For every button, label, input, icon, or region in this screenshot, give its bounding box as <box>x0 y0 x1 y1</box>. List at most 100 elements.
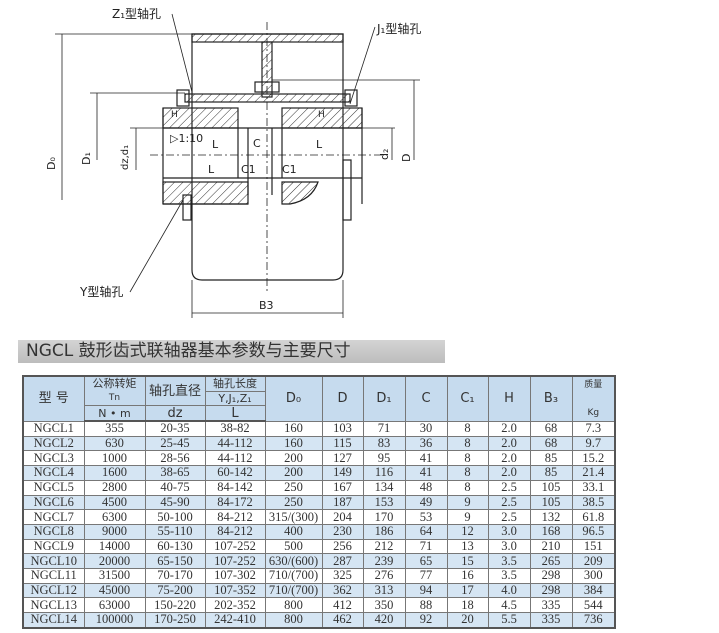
table-row: NGCL4 1600 38-65 60-142 200 149 116 41 8 2.0 85 21.… <box>22 465 616 481</box>
table-cell: NGCL1 <box>22 420 85 437</box>
header-bore-length: 轴孔长度 <box>204 375 266 392</box>
right-seal <box>344 89 358 107</box>
table-cell: 204 <box>321 509 364 525</box>
table-cell: 107-252 <box>204 553 266 569</box>
drum-top-hatch <box>191 33 344 43</box>
table-cell: 160 <box>264 435 323 452</box>
table-cell: 355 <box>83 420 146 437</box>
b3-dimension-label: B3 <box>259 299 274 312</box>
left-flange-bolt <box>182 194 192 221</box>
table-cell: 149 <box>321 465 364 481</box>
table-cell: NGCL7 <box>22 509 85 525</box>
table-cell: 30 <box>404 420 448 437</box>
table-cell: 38-65 <box>144 465 206 481</box>
table-cell: 313 <box>362 582 406 599</box>
table-cell: 20-35 <box>144 420 206 437</box>
c1-left-label: C1 <box>241 163 256 176</box>
table-cell: 45-90 <box>144 494 206 511</box>
table-row: NGCL2 630 25-45 44-112 160 115 83 36 8 2.0 68 9.7 <box>22 435 616 452</box>
table-cell: 105 <box>529 479 573 496</box>
table-cell: 60-142 <box>204 465 266 481</box>
taper-label: ▷1:10 <box>170 132 204 145</box>
header-c1: C₁ <box>446 375 489 422</box>
table-cell: 412 <box>321 597 364 613</box>
table-cell: 186 <box>362 523 406 540</box>
table-cell: 107-252 <box>204 538 266 555</box>
table-cell: NGCL10 <box>22 553 85 569</box>
table-cell: 800 <box>264 611 323 629</box>
header-mass: 质量 Kg <box>571 375 616 422</box>
table-cell: 44-112 <box>204 435 266 452</box>
spec-table: 型 号 公称转矩 Tn 轴孔直径 轴孔长度 D₀ D D₁ C C₁ H B₃ 质… <box>22 375 616 629</box>
table-cell: 31500 <box>83 567 146 584</box>
header-d: D <box>321 375 364 422</box>
table-cell: NGCL9 <box>22 538 85 555</box>
table-cell: 167 <box>321 479 364 496</box>
table-cell: 4.5 <box>487 597 531 613</box>
table-cell: 134 <box>362 479 406 496</box>
d1-dimension-label: D₁ <box>80 152 93 165</box>
table-cell: 2.0 <box>487 435 531 452</box>
table-cell: 2.5 <box>487 509 531 525</box>
table-cell: 187 <box>321 494 364 511</box>
table-cell: 65 <box>404 553 448 569</box>
table-cell: 212 <box>362 538 406 555</box>
table-cell: 8 <box>446 465 489 481</box>
table-cell: 84-212 <box>204 523 266 540</box>
table-cell: 151 <box>571 538 616 555</box>
spacer <box>237 128 283 195</box>
table-cell: 200 <box>264 465 323 481</box>
table-cell: 400 <box>264 523 323 540</box>
table-cell: 800 <box>264 597 323 613</box>
table-row: NGCL9 14000 60-130 107-252 500 256 212 71 13 3.0 2… <box>22 538 616 555</box>
header-mass-unit: Kg <box>587 408 600 419</box>
table-cell: 2800 <box>83 479 146 496</box>
hub-outline <box>162 108 363 205</box>
table-cell: 362 <box>321 582 364 599</box>
table-cell: 33.1 <box>571 479 616 496</box>
table-cell: 202-352 <box>204 597 266 613</box>
table-cell: NGCL11 <box>22 567 85 584</box>
table-cell: 8 <box>446 435 489 452</box>
header-c: C <box>404 375 448 422</box>
table-cell: 12 <box>446 523 489 540</box>
table-cell: 45000 <box>83 582 146 599</box>
table-cell: 5.5 <box>487 611 531 629</box>
header-torque-label: 公称转矩 <box>92 377 137 391</box>
table-cell: 96.5 <box>571 523 616 540</box>
table-cell: 1600 <box>83 465 146 481</box>
table-cell: 150-220 <box>144 597 206 613</box>
table-cell: 298 <box>529 567 573 584</box>
table-cell: 21.4 <box>571 465 616 481</box>
table-cell: 18 <box>446 597 489 613</box>
table-row: NGCL8 9000 55-110 84-212 400 230 186 64 12 3.0 168… <box>22 523 616 540</box>
table-cell: 60-130 <box>144 538 206 555</box>
table-cell: 40-75 <box>144 479 206 496</box>
table-cell: 95 <box>362 450 406 467</box>
table-cell: 85 <box>529 450 573 467</box>
table-cell: 88 <box>404 597 448 613</box>
table-cell: 384 <box>571 582 616 599</box>
table-cell: 276 <box>362 567 406 584</box>
table-cell: 105 <box>529 494 573 511</box>
header-bore-diameter-symbol: dz <box>144 405 206 423</box>
table-cell: 630/(600) <box>264 553 323 569</box>
d2-dimension-label: d₂ <box>378 148 391 160</box>
table-cell: NGCL14 <box>22 611 85 629</box>
table-cell: 75-200 <box>144 582 206 599</box>
table-cell: 13 <box>446 538 489 555</box>
table-cell: 103 <box>321 420 364 437</box>
right-flange-bolt <box>342 159 352 221</box>
table-cell: 462 <box>321 611 364 629</box>
table-cell: 84-172 <box>204 494 266 511</box>
header-mass-label: 质量 <box>584 380 603 391</box>
table-cell: 83 <box>362 435 406 452</box>
dz-d1-dimension-label: dz,d₁ <box>120 144 131 170</box>
table-cell: 210 <box>529 538 573 555</box>
left-hub-lower <box>162 181 249 205</box>
table-cell: 50-100 <box>144 509 206 525</box>
table-cell: 116 <box>362 465 406 481</box>
z1-bore-label: Z₁型轴孔 <box>112 7 162 21</box>
table-cell: 115 <box>321 435 364 452</box>
table-cell: 107-352 <box>204 582 266 599</box>
